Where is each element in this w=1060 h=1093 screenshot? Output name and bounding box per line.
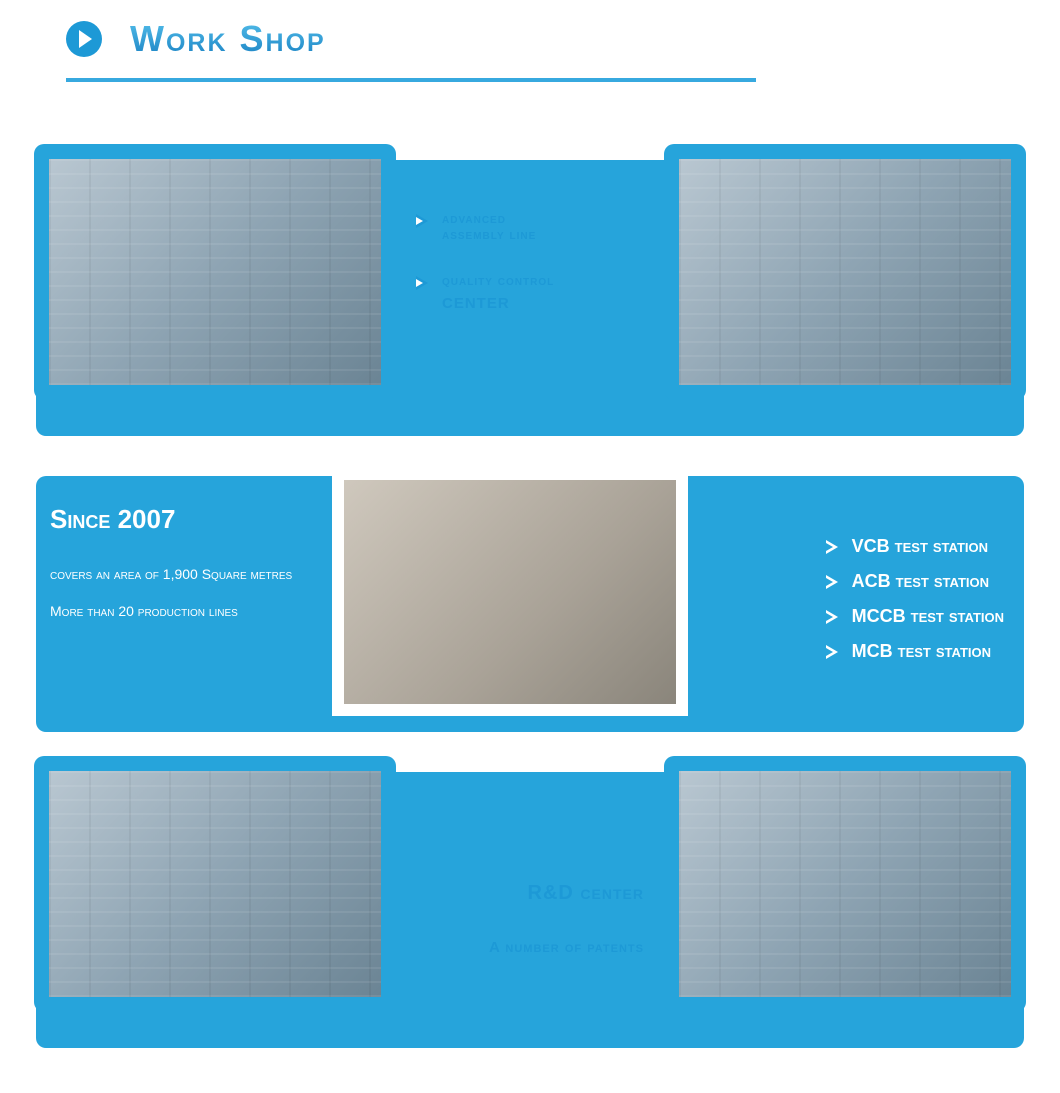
row1-b1-line2: assembly line	[442, 226, 536, 242]
arrow-icon	[826, 540, 838, 554]
station-item: VCB test station	[826, 536, 1004, 557]
row3-line2: A number of patents	[416, 939, 644, 956]
row1-bullet-1: advanced assembly line	[416, 210, 644, 242]
panels: advanced assembly line quality control c…	[0, 60, 1060, 1048]
arrow-icon	[416, 214, 428, 228]
panel-row-3: R&D center A number of patents	[36, 772, 1024, 1048]
arrow-icon	[826, 610, 838, 624]
fact-area: covers an area of 1,900 Square metres	[50, 565, 340, 584]
section-header: Work Shop	[0, 0, 1060, 60]
station-label: VCB test station	[852, 536, 988, 557]
title-underline	[66, 78, 756, 82]
arrow-icon	[826, 575, 838, 589]
row1-b1-line1: advanced	[442, 210, 536, 226]
row3-text: R&D center A number of patents	[416, 882, 644, 956]
row3-line1: R&D center	[416, 882, 644, 905]
photo-quality-control	[664, 144, 1026, 400]
station-label: MCB test station	[852, 641, 991, 662]
row1-b2-line1: quality control	[442, 272, 554, 288]
station-item: MCB test station	[826, 641, 1004, 662]
station-item: MCCB test station	[826, 606, 1004, 627]
photo-assembly-line	[34, 144, 396, 400]
panel-row-1: advanced assembly line quality control c…	[36, 160, 1024, 436]
row2-left-text: Since 2007 covers an area of 1,900 Squar…	[50, 504, 340, 639]
arrow-icon	[416, 276, 428, 290]
row1-b2-line2: center	[442, 288, 554, 314]
photo-warehouse	[332, 468, 688, 716]
row3-line1-rest: center	[574, 882, 644, 904]
row3-line1-bold: R&D	[528, 882, 574, 904]
station-label: ACB test station	[852, 571, 989, 592]
row1-bullet-2: quality control center	[416, 272, 644, 314]
row1-text: advanced assembly line quality control c…	[416, 210, 644, 344]
row2-stations: VCB test station ACB test station MCCB t…	[826, 536, 1004, 676]
section-title: Work Shop	[130, 18, 326, 60]
panel-row-2: Since 2007 covers an area of 1,900 Squar…	[36, 476, 1024, 732]
play-icon	[66, 21, 102, 57]
fact-lines: More than 20 production lines	[50, 602, 340, 621]
arrow-icon	[826, 645, 838, 659]
photo-rd-center	[34, 756, 396, 1012]
photo-factory-floor	[664, 756, 1026, 1012]
since-heading: Since 2007	[50, 504, 340, 535]
station-item: ACB test station	[826, 571, 1004, 592]
station-label: MCCB test station	[852, 606, 1004, 627]
